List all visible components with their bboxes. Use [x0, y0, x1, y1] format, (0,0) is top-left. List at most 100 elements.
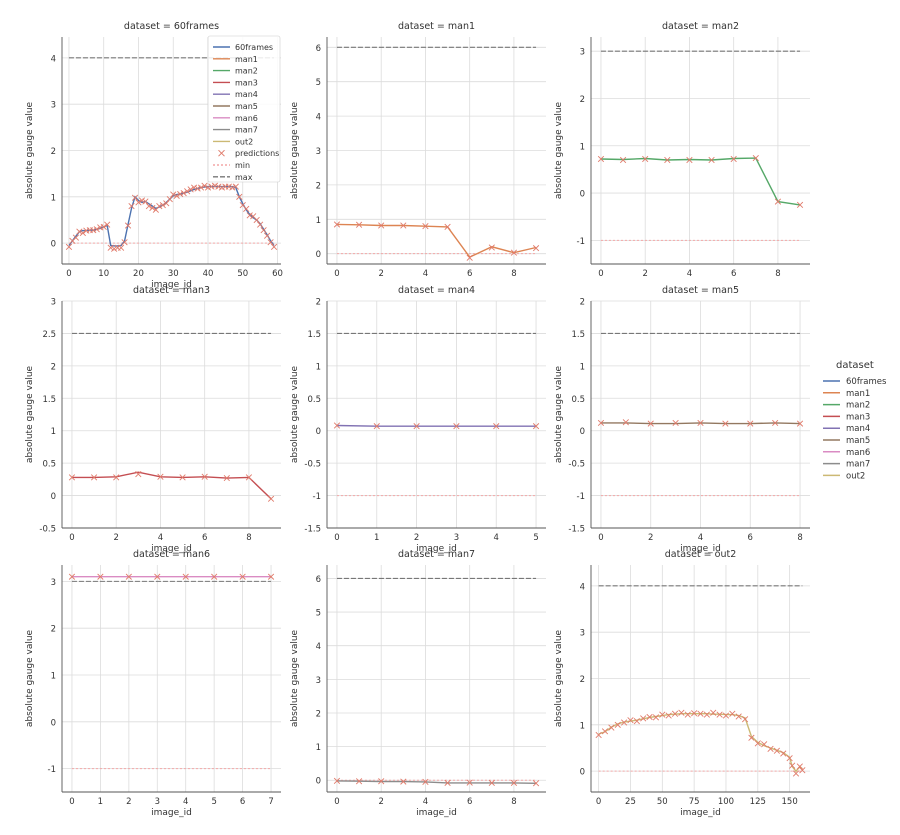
legend-label-man5: man5	[235, 102, 258, 111]
y-axis-label: absolute gauge value	[554, 629, 564, 727]
y-tick-label: 1	[316, 362, 321, 372]
prediction-marker	[208, 183, 215, 190]
y-tick-label: -1	[48, 765, 56, 775]
prediction-marker	[211, 573, 218, 580]
prediction-marker	[678, 709, 685, 716]
y-tick-label: 0	[316, 427, 321, 437]
x-tick-label: 2	[126, 797, 131, 807]
prediction-marker	[170, 191, 177, 198]
prediction-marker	[444, 779, 451, 787]
y-tick-label: 3	[580, 48, 585, 58]
prediction-marker	[633, 718, 640, 725]
x-tick-label: 0	[66, 269, 71, 279]
x-tick-label: 0	[69, 797, 74, 807]
y-tick-label: -1	[577, 492, 585, 502]
y-tick-label: 3	[51, 298, 56, 308]
legend-label-60frames: 60frames	[235, 43, 273, 52]
y-tick-label: 3	[51, 101, 56, 111]
prediction-marker	[253, 216, 260, 224]
prediction-marker	[619, 156, 627, 164]
x-tick-label: 1	[98, 797, 103, 807]
prediction-marker	[789, 762, 796, 769]
y-tick-label: 2	[580, 298, 585, 308]
y-tick-label: 2	[316, 709, 321, 719]
prediction-marker	[90, 227, 97, 234]
y-tick-label: 0	[580, 427, 585, 437]
prediction-marker	[697, 419, 704, 427]
y-tick-label: 5	[316, 78, 321, 88]
x-tick-label: 4	[698, 533, 703, 543]
y-tick-label: 3	[316, 676, 321, 686]
prediction-marker	[722, 420, 729, 427]
y-tick-label: -0.5	[568, 460, 585, 470]
side-legend-title: dataset	[836, 360, 874, 371]
x-tick-label: 6	[202, 533, 207, 543]
x-tick-label: 4	[423, 269, 428, 279]
prediction-marker	[182, 573, 189, 580]
prediction-marker	[232, 183, 239, 190]
prediction-marker	[267, 573, 275, 580]
prediction-marker	[664, 156, 671, 164]
x-tick-label: 8	[246, 533, 251, 543]
legend-label-min: min	[235, 161, 250, 170]
series-line-man1	[336, 223, 537, 258]
prediction-marker	[703, 711, 710, 718]
prediction-marker	[135, 471, 142, 478]
prediction-marker	[163, 200, 170, 207]
prediction-marker	[156, 202, 163, 210]
prediction-marker	[270, 243, 278, 250]
prediction-marker	[786, 755, 793, 762]
legend-label-man6: man6	[235, 114, 258, 123]
prediction-marker	[671, 710, 679, 717]
x-tick-label: 4	[183, 797, 188, 807]
prediction-marker	[187, 186, 194, 193]
x-tick-label: 6	[748, 533, 753, 543]
prediction-marker	[453, 423, 460, 430]
y-axis-label: absolute gauge value	[25, 629, 35, 727]
prediction-marker	[716, 711, 723, 718]
prediction-marker	[117, 244, 125, 251]
prediction-marker	[218, 184, 226, 191]
prediction-marker	[444, 223, 451, 230]
side-legend-label-man6: man6	[846, 448, 870, 458]
prediction-marker	[748, 734, 755, 741]
prediction-marker	[225, 183, 232, 190]
prediction-marker	[614, 721, 621, 728]
prediction-marker	[400, 778, 407, 785]
y-tick-label: -0.5	[304, 460, 321, 470]
y-tick-label: 2	[316, 181, 321, 191]
prediction-marker	[157, 473, 164, 480]
x-tick-label: 4	[494, 533, 499, 543]
prediction-marker	[97, 573, 104, 580]
prediction-marker	[741, 716, 749, 723]
y-axis-label: absolute gauge value	[25, 365, 35, 463]
prediction-marker	[194, 185, 201, 192]
y-axis-label: absolute gauge value	[554, 365, 564, 463]
legend-label-man3: man3	[235, 78, 258, 87]
prediction-marker	[76, 228, 83, 235]
prediction-marker	[215, 183, 222, 190]
prediction-marker	[90, 474, 98, 481]
x-tick-label: 7	[268, 797, 273, 807]
prediction-marker	[708, 156, 715, 164]
prediction-marker	[135, 199, 142, 206]
prediction-marker	[93, 226, 100, 233]
prediction-marker	[672, 419, 679, 427]
x-tick-label: 0	[598, 269, 603, 279]
prediction-marker	[142, 198, 149, 205]
x-tick-label: 5	[211, 797, 216, 807]
prediction-marker	[121, 239, 128, 246]
prediction-marker	[107, 244, 114, 251]
legend-label-max: max	[235, 173, 253, 182]
panel-title: dataset = man7	[398, 549, 475, 560]
series-line-60frames	[68, 185, 275, 247]
panel-title: dataset = man3	[133, 285, 210, 296]
y-tick-label: 4	[316, 113, 321, 123]
x-axis-label: image_id	[151, 808, 192, 818]
panel-title: dataset = man5	[662, 285, 739, 296]
y-tick-label: 5	[316, 609, 321, 619]
prediction-marker	[735, 713, 742, 720]
x-axis-label: image_id	[680, 544, 721, 554]
